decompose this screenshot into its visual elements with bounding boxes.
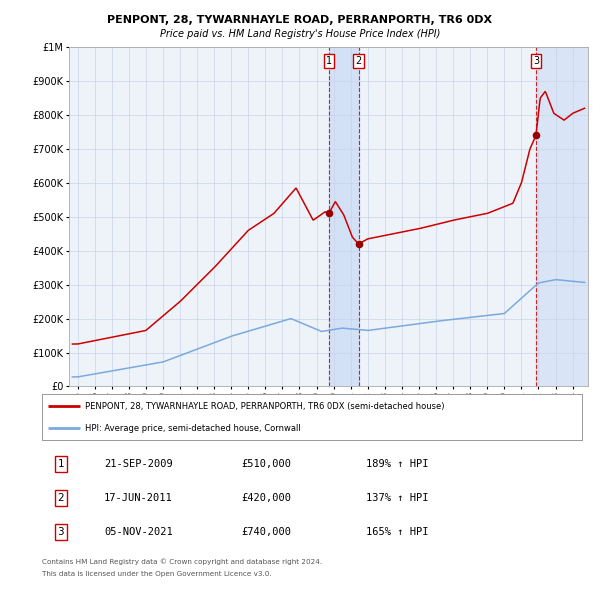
Text: 1: 1 [326,56,332,65]
Text: 17-JUN-2011: 17-JUN-2011 [104,493,173,503]
Text: Price paid vs. HM Land Registry's House Price Index (HPI): Price paid vs. HM Land Registry's House … [160,29,440,39]
Text: 189% ↑ HPI: 189% ↑ HPI [366,458,428,468]
Text: 2: 2 [58,493,64,503]
Text: £420,000: £420,000 [242,493,292,503]
Text: HPI: Average price, semi-detached house, Cornwall: HPI: Average price, semi-detached house,… [85,424,301,432]
Text: 21-SEP-2009: 21-SEP-2009 [104,458,173,468]
Text: 137% ↑ HPI: 137% ↑ HPI [366,493,428,503]
Text: 3: 3 [58,527,64,537]
Text: 165% ↑ HPI: 165% ↑ HPI [366,527,428,537]
Bar [536,47,588,386]
Text: £740,000: £740,000 [242,527,292,537]
Text: 1: 1 [58,458,64,468]
Text: 2: 2 [355,56,362,65]
Bar [329,47,359,386]
Text: PENPONT, 28, TYWARNHAYLE ROAD, PERRANPORTH, TR6 0DX (semi-detached house): PENPONT, 28, TYWARNHAYLE ROAD, PERRANPOR… [85,402,445,411]
Text: 3: 3 [533,56,539,65]
Text: This data is licensed under the Open Government Licence v3.0.: This data is licensed under the Open Gov… [42,571,272,576]
Text: PENPONT, 28, TYWARNHAYLE ROAD, PERRANPORTH, TR6 0DX: PENPONT, 28, TYWARNHAYLE ROAD, PERRANPOR… [107,15,493,25]
Text: Contains HM Land Registry data © Crown copyright and database right 2024.: Contains HM Land Registry data © Crown c… [42,559,322,565]
Text: 05-NOV-2021: 05-NOV-2021 [104,527,173,537]
Text: £510,000: £510,000 [242,458,292,468]
